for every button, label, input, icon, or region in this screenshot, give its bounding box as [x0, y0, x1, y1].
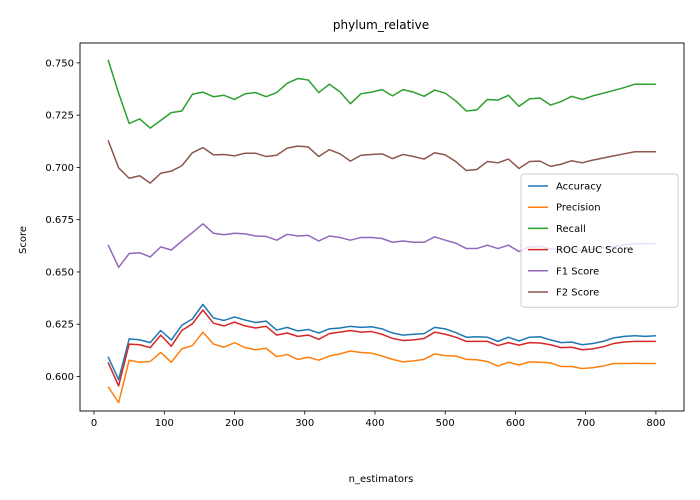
- x-tick-label: 600: [506, 418, 525, 429]
- series-line-2: [107, 331, 656, 404]
- series-line-1: [107, 303, 656, 381]
- x-tick-label: 400: [365, 418, 384, 429]
- series-line-3: [107, 59, 656, 129]
- y-tick-label: 0.750: [45, 58, 74, 69]
- x-tick-label: 800: [646, 418, 665, 429]
- chart-title: phylum_relative: [333, 18, 429, 32]
- plot-area: [79, 42, 685, 412]
- y-tick-label: 0.650: [45, 267, 74, 278]
- legend-label-5: F1 Score: [556, 266, 599, 277]
- series-line-6: [107, 139, 656, 184]
- x-tick-label: 0: [91, 418, 97, 429]
- x-tick-label: 200: [225, 418, 244, 429]
- y-tick-label: 0.625: [45, 320, 74, 331]
- legend-box: [520, 173, 679, 308]
- legend-label-3: Recall: [556, 224, 586, 235]
- x-tick-label: 500: [436, 418, 455, 429]
- x-axis: 0 100 200 300 400 500 600 700 800: [91, 411, 665, 429]
- x-tick-label: 700: [576, 418, 595, 429]
- y-tick-label: 0.600: [45, 372, 74, 383]
- series-layer: [107, 59, 656, 404]
- legend-label-2: Precision: [556, 203, 601, 214]
- legend: Accuracy Precision Recall ROC AUC Score F1 S…: [520, 173, 679, 308]
- y-tick-label: 0.725: [45, 111, 74, 122]
- y-tick-label: 0.700: [45, 163, 74, 174]
- legend-label-4: ROC AUC Score: [556, 245, 633, 256]
- legend-label-1: Accuracy: [556, 182, 602, 193]
- y-tick-label: 0.675: [45, 215, 74, 226]
- series-line-4: [107, 309, 656, 387]
- legend-label-6: F2 Score: [556, 288, 599, 299]
- x-axis-label: n_estimators: [349, 474, 414, 485]
- y-axis-label: Score: [18, 226, 29, 254]
- x-tick-label: 300: [295, 418, 314, 429]
- plot-frame: [79, 42, 685, 412]
- y-axis: 0.600 0.625 0.650 0.675 0.700 0.725 0.750: [45, 58, 80, 383]
- x-tick-label: 100: [155, 418, 174, 429]
